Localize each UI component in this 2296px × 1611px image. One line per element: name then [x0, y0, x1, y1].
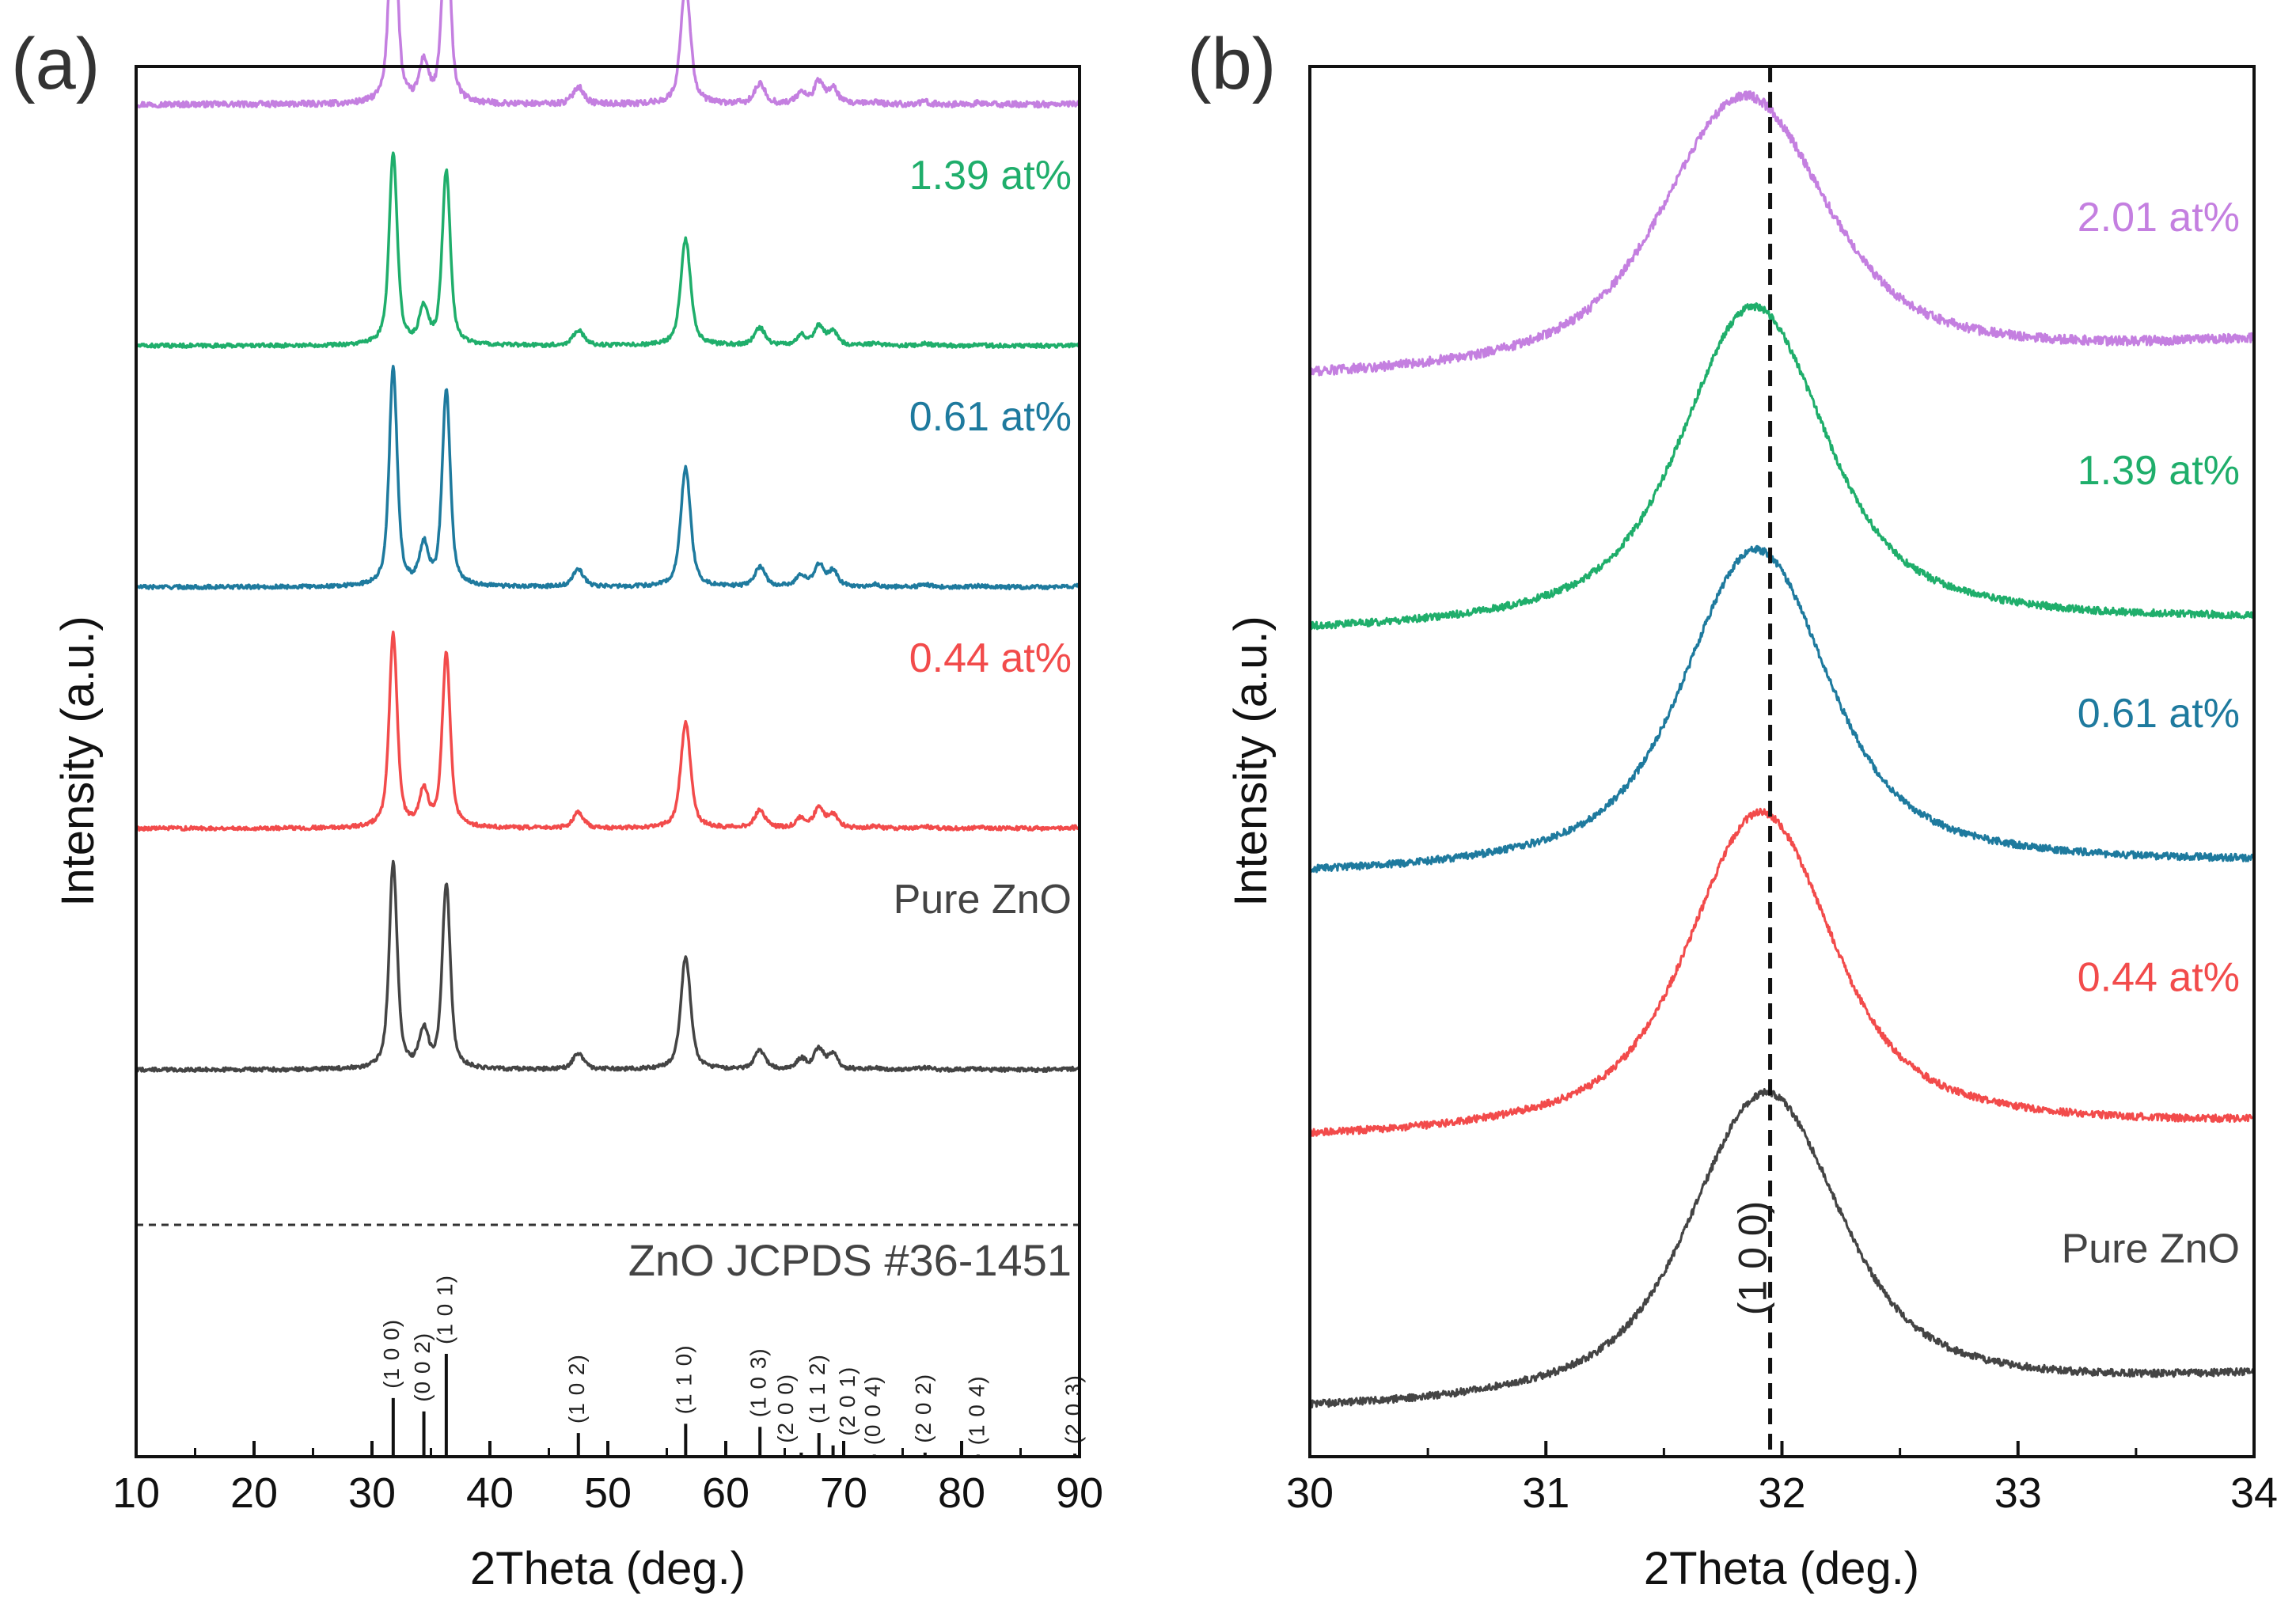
panel-b: (b) (1 0 0) 2.01 at% 1.39 at% 0.61 at% 0.44… [1187, 24, 2278, 1594]
reference-hkl-label: (1 0 0) [379, 1319, 404, 1389]
reference-hkl-label: (1 0 4) [964, 1375, 989, 1445]
reference-hkl-label: (2 0 2) [911, 1374, 935, 1443]
x-tick-label-a: 70 [820, 1469, 867, 1517]
reference-hkl-label: (1 1 0) [672, 1344, 696, 1414]
legend-label-b-1-39-at: 1.39 at% [2078, 448, 2240, 494]
series-line-a-0-44-at [135, 630, 1081, 832]
series-line-a-1-39-at [135, 151, 1081, 349]
y-axis-label-b: Intensity (a.u.) [1225, 616, 1277, 906]
series-line-b-0-61-at [1308, 544, 2256, 874]
x-tick-label-a: 40 [466, 1469, 514, 1517]
reference-hkl-label: (1 0 2) [564, 1354, 589, 1423]
legend-label-b-pure-zno: Pure ZnO [2062, 1226, 2240, 1272]
x-tick-label-a: 20 [230, 1469, 278, 1517]
series-line-a-2-01-at [135, 0, 1081, 109]
reference-line-label: (1 0 0) [1731, 1201, 1775, 1316]
legend-label-b-0-44-at: 0.44 at% [2078, 954, 2240, 1000]
panel-a: (a) (1 0 0) (0 0 2)(1 0 1) (1 0 2) (1 1 0) (… [11, 0, 1103, 1594]
x-tick-label-b: 33 [1994, 1469, 2042, 1517]
series-line-b-1-39-at [1309, 302, 2256, 631]
x-tick-label-a: 60 [702, 1469, 750, 1517]
series-line-a-pure-zno [135, 859, 1081, 1074]
x-tick-label-a: 10 [112, 1469, 160, 1517]
panel-b-label: (b) [1187, 24, 1276, 104]
x-axis-label-b: 2Theta (deg.) [1644, 1543, 1919, 1594]
reference-hkl-label: (0 0 2) [410, 1332, 435, 1402]
x-axis-label-a: 2Theta (deg.) [470, 1543, 746, 1594]
legend-label-b-0-61-at: 0.61 at% [2078, 691, 2240, 737]
series-line-b-0-44-at [1308, 807, 2255, 1137]
legend-label-a-0-61-at: 0.61 at% [909, 394, 1072, 440]
reference-hkl-label: (2 0 1) [835, 1367, 860, 1436]
x-tick-label-b: 30 [1286, 1469, 1334, 1517]
x-tick-label-a: 30 [348, 1469, 396, 1517]
x-tick-label-a: 90 [1056, 1469, 1103, 1517]
legend-label-a-0-44-at: 0.44 at% [909, 635, 1072, 681]
panel-a-label: (a) [11, 24, 100, 104]
legend-label-a-pure-zno: Pure ZnO [894, 877, 1072, 923]
series-line-b-2-01-at [1308, 90, 2256, 377]
reference-hkl-label: (2 0 0) [773, 1374, 798, 1443]
legend-label-b-2-01-at: 2.01 at% [2078, 195, 2240, 241]
x-tick-label-b: 32 [1758, 1469, 1805, 1517]
y-axis-label-a: Intensity (a.u.) [52, 616, 104, 906]
reference-hkl-label: (1 1 2) [805, 1354, 829, 1423]
x-tick-label-a: 80 [938, 1469, 985, 1517]
legend-label-a-1-39-at: 1.39 at% [909, 153, 1072, 199]
reference-hkl-label: (0 0 4) [860, 1375, 885, 1445]
x-tick-label-b: 31 [1522, 1469, 1569, 1517]
series-line-b-pure-zno [1308, 1088, 2256, 1408]
reference-hkl-label: (1 0 3) [746, 1348, 771, 1417]
x-tick-label-a: 50 [584, 1469, 632, 1517]
series-line-a-0-61-at [135, 365, 1080, 591]
reference-hkl-label: (1 0 1) [432, 1275, 457, 1344]
x-tick-label-b: 34 [2230, 1469, 2278, 1517]
reference-label: ZnO JCPDS #36-1451 [628, 1235, 1072, 1285]
reference-hkl-label: (2 0 3) [1061, 1374, 1085, 1444]
